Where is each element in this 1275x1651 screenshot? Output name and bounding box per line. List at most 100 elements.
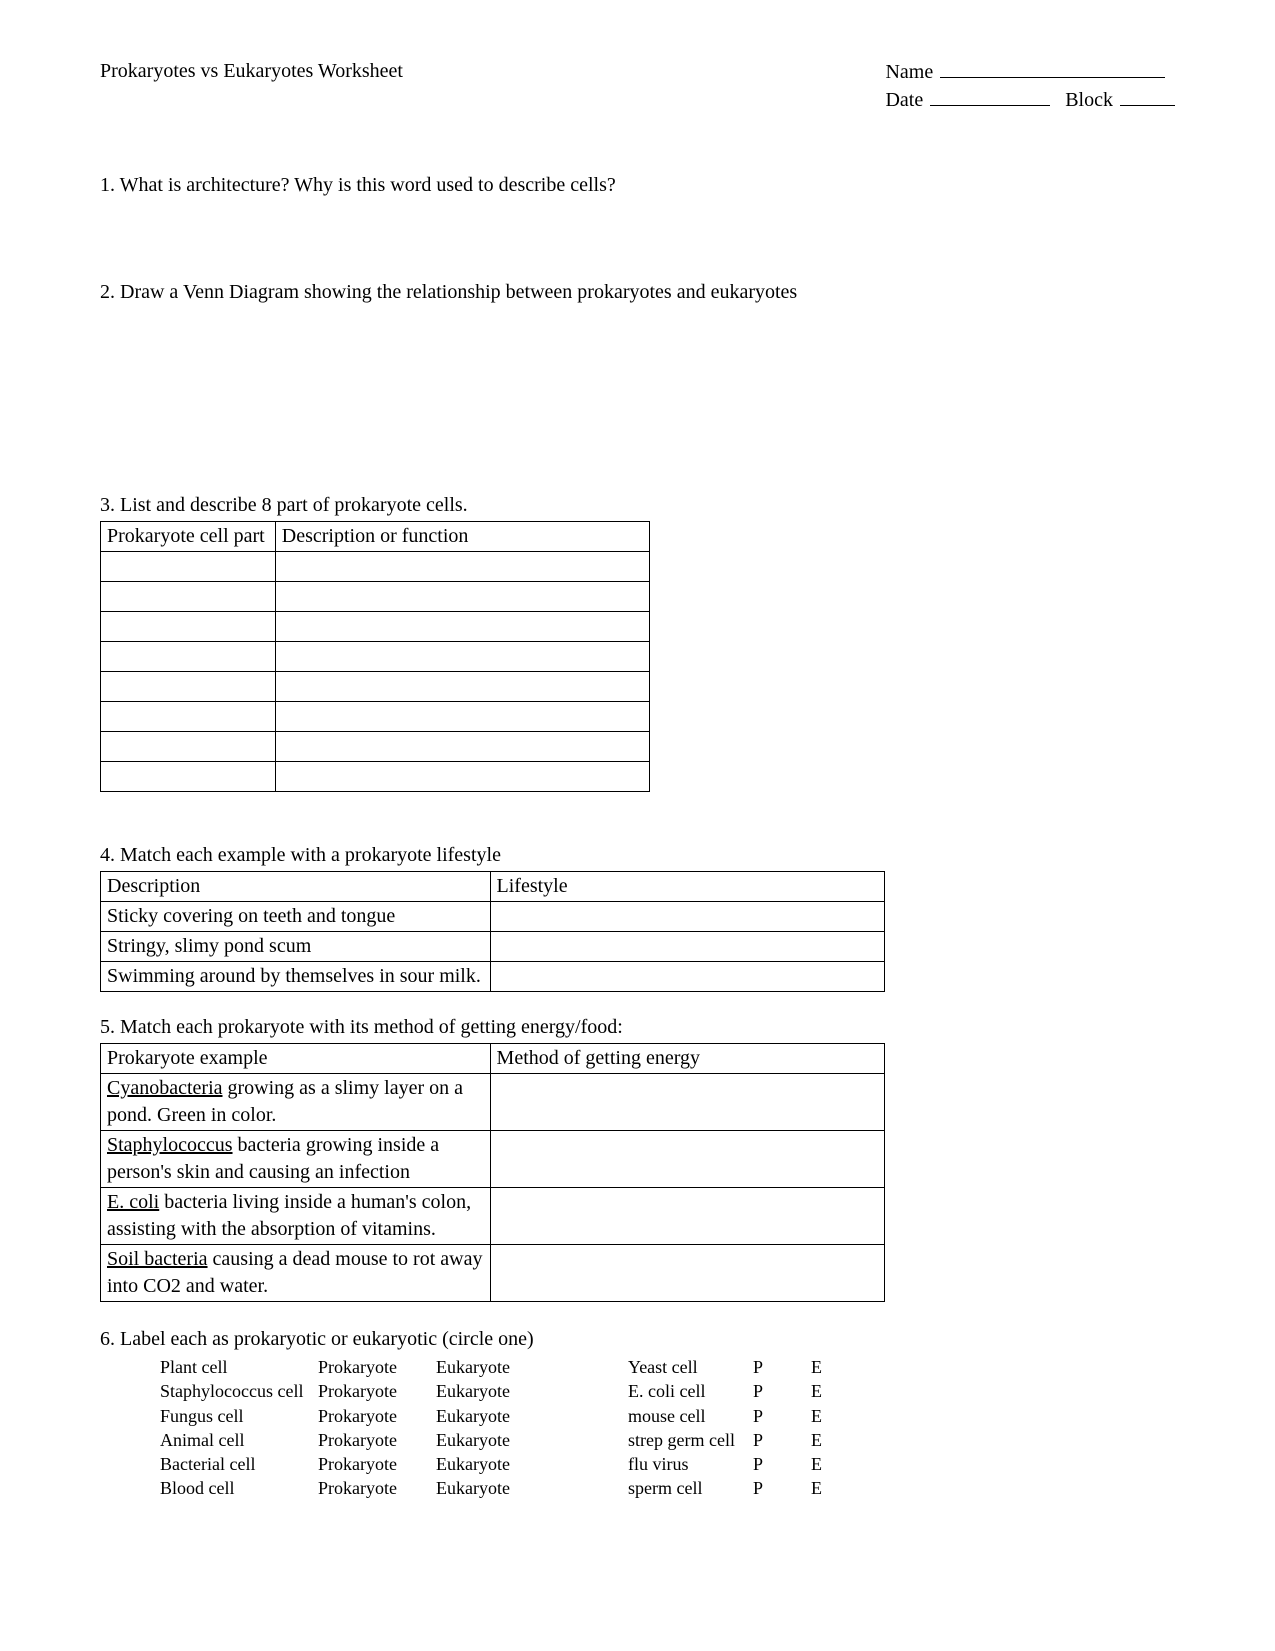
q6-option-prokaryote[interactable]: Prokaryote — [318, 1476, 436, 1500]
q6-item-label: Fungus cell — [160, 1404, 318, 1428]
q4-col2-header: Lifestyle — [490, 872, 884, 902]
q4-description-cell: Sticky covering on teeth and tongue — [101, 902, 491, 932]
q5-answer-cell[interactable] — [490, 1188, 884, 1245]
q5-example-cell: E. coli bacteria living inside a human's… — [101, 1188, 491, 1245]
table-row[interactable] — [101, 582, 650, 612]
table-row[interactable] — [101, 672, 650, 702]
table-row[interactable] — [101, 762, 650, 792]
q6-right-column: Yeast cellPEE. coli cellPEmouse cellPEst… — [628, 1355, 846, 1501]
q5-answer-cell[interactable] — [490, 1074, 884, 1131]
q5-answer-cell[interactable] — [490, 1131, 884, 1188]
q6-option-prokaryote[interactable]: Prokaryote — [318, 1379, 436, 1403]
q4-answer-cell[interactable] — [490, 962, 884, 992]
q6-item-label: mouse cell — [628, 1404, 753, 1428]
q6-item-label: flu virus — [628, 1452, 753, 1476]
q6-option-eukaryote[interactable]: Eukaryote — [436, 1476, 574, 1500]
q6-option-eukaryote[interactable]: Eukaryote — [436, 1379, 574, 1403]
table-row[interactable]: Staphylococcus bacteria growing inside a… — [101, 1131, 885, 1188]
table-row[interactable] — [101, 552, 650, 582]
q6-option-eukaryote[interactable]: Eukaryote — [436, 1355, 574, 1379]
q3-col2-header: Description or function — [275, 522, 649, 552]
table-row[interactable]: Stringy, slimy pond scum — [101, 932, 885, 962]
q6-option-prokaryote[interactable]: Prokaryote — [318, 1404, 436, 1428]
table-row[interactable]: E. coli bacteria living inside a human's… — [101, 1188, 885, 1245]
q6-option-e[interactable]: E — [811, 1476, 846, 1500]
q6-item-label: strep germ cell — [628, 1428, 753, 1452]
q5-example-cell: Staphylococcus bacteria growing inside a… — [101, 1131, 491, 1188]
q4-answer-cell[interactable] — [490, 902, 884, 932]
q6-option-p[interactable]: P — [753, 1476, 811, 1500]
q6-option-p[interactable]: P — [753, 1379, 811, 1403]
q6-option-e[interactable]: E — [811, 1355, 846, 1379]
table-row[interactable] — [101, 732, 650, 762]
q4-table: Description Lifestyle Sticky covering on… — [100, 871, 885, 992]
q6-option-prokaryote[interactable]: Prokaryote — [318, 1428, 436, 1452]
q6-option-e[interactable]: E — [811, 1452, 846, 1476]
table-row[interactable]: Sticky covering on teeth and tongue — [101, 902, 885, 932]
q6-left-column: Plant cellProkaryoteEukaryoteStaphylococ… — [160, 1355, 574, 1501]
q4-answer-cell[interactable] — [490, 932, 884, 962]
q6-option-prokaryote[interactable]: Prokaryote — [318, 1452, 436, 1476]
q6-item-label: Staphylococcus cell — [160, 1379, 318, 1403]
table-header-row: Prokaryote example Method of getting ene… — [101, 1044, 885, 1074]
q5-table: Prokaryote example Method of getting ene… — [100, 1043, 885, 1302]
question-2: 2. Draw a Venn Diagram showing the relat… — [100, 279, 1175, 306]
table-header-row: Description Lifestyle — [101, 872, 885, 902]
table-row[interactable]: Cyanobacteria growing as a slimy layer o… — [101, 1074, 885, 1131]
q4-col1-header: Description — [101, 872, 491, 902]
q4-description-cell: Stringy, slimy pond scum — [101, 932, 491, 962]
question-6: 6. Label each as prokaryotic or eukaryot… — [100, 1326, 1175, 1501]
q6-option-e[interactable]: E — [811, 1379, 846, 1403]
q6-option-p[interactable]: P — [753, 1355, 811, 1379]
q6-item-label: Bacterial cell — [160, 1452, 318, 1476]
date-label: Date — [885, 89, 923, 111]
q6-option-eukaryote[interactable]: Eukaryote — [436, 1404, 574, 1428]
q3-col1-header: Prokaryote cell part — [101, 522, 276, 552]
block-label: Block — [1065, 89, 1113, 111]
q5-example-cell: Soil bacteria causing a dead mouse to ro… — [101, 1245, 491, 1302]
table-row[interactable]: Soil bacteria causing a dead mouse to ro… — [101, 1245, 885, 1302]
question-1-text: 1. What is architecture? Why is this wor… — [100, 172, 1175, 199]
question-3: 3. List and describe 8 part of prokaryot… — [100, 492, 1175, 792]
name-field[interactable]: Name — [885, 58, 1175, 86]
q6-option-p[interactable]: P — [753, 1452, 811, 1476]
date-blank[interactable] — [930, 86, 1050, 106]
q6-item-label: Animal cell — [160, 1428, 318, 1452]
q4-description-cell: Swimming around by themselves in sour mi… — [101, 962, 491, 992]
question-1: 1. What is architecture? Why is this wor… — [100, 172, 1175, 199]
q5-col2-header: Method of getting energy — [490, 1044, 884, 1074]
q6-option-p[interactable]: P — [753, 1428, 811, 1452]
q6-option-prokaryote[interactable]: Prokaryote — [318, 1355, 436, 1379]
worksheet-title: Prokaryotes vs Eukaryotes Worksheet — [100, 58, 403, 85]
table-header-row: Prokaryote cell part Description or func… — [101, 522, 650, 552]
question-4: 4. Match each example with a prokaryote … — [100, 842, 1175, 992]
q6-item-label: Blood cell — [160, 1476, 318, 1500]
q6-option-eukaryote[interactable]: Eukaryote — [436, 1452, 574, 1476]
question-2-text: 2. Draw a Venn Diagram showing the relat… — [100, 279, 1175, 306]
question-5: 5. Match each prokaryote with its method… — [100, 1014, 1175, 1302]
table-row[interactable] — [101, 642, 650, 672]
q6-item-label: Yeast cell — [628, 1355, 753, 1379]
question-3-text: 3. List and describe 8 part of prokaryot… — [100, 492, 1175, 519]
block-blank[interactable] — [1120, 86, 1175, 106]
q6-option-e[interactable]: E — [811, 1404, 846, 1428]
q6-option-p[interactable]: P — [753, 1404, 811, 1428]
table-row[interactable] — [101, 612, 650, 642]
question-4-text: 4. Match each example with a prokaryote … — [100, 842, 1175, 869]
q5-example-cell: Cyanobacteria growing as a slimy layer o… — [101, 1074, 491, 1131]
question-6-text: 6. Label each as prokaryotic or eukaryot… — [100, 1326, 1175, 1353]
student-info: Name Date Block — [885, 58, 1175, 114]
q6-item-label: E. coli cell — [628, 1379, 753, 1403]
name-blank[interactable] — [940, 58, 1165, 78]
q6-item-label: sperm cell — [628, 1476, 753, 1500]
table-row[interactable] — [101, 702, 650, 732]
q6-option-e[interactable]: E — [811, 1428, 846, 1452]
table-row[interactable]: Swimming around by themselves in sour mi… — [101, 962, 885, 992]
q6-item-label: Plant cell — [160, 1355, 318, 1379]
q5-col1-header: Prokaryote example — [101, 1044, 491, 1074]
name-label: Name — [885, 61, 933, 83]
q5-answer-cell[interactable] — [490, 1245, 884, 1302]
date-block-row: Date Block — [885, 86, 1175, 114]
q6-grid: Plant cellProkaryoteEukaryoteStaphylococ… — [160, 1355, 1175, 1501]
q6-option-eukaryote[interactable]: Eukaryote — [436, 1428, 574, 1452]
